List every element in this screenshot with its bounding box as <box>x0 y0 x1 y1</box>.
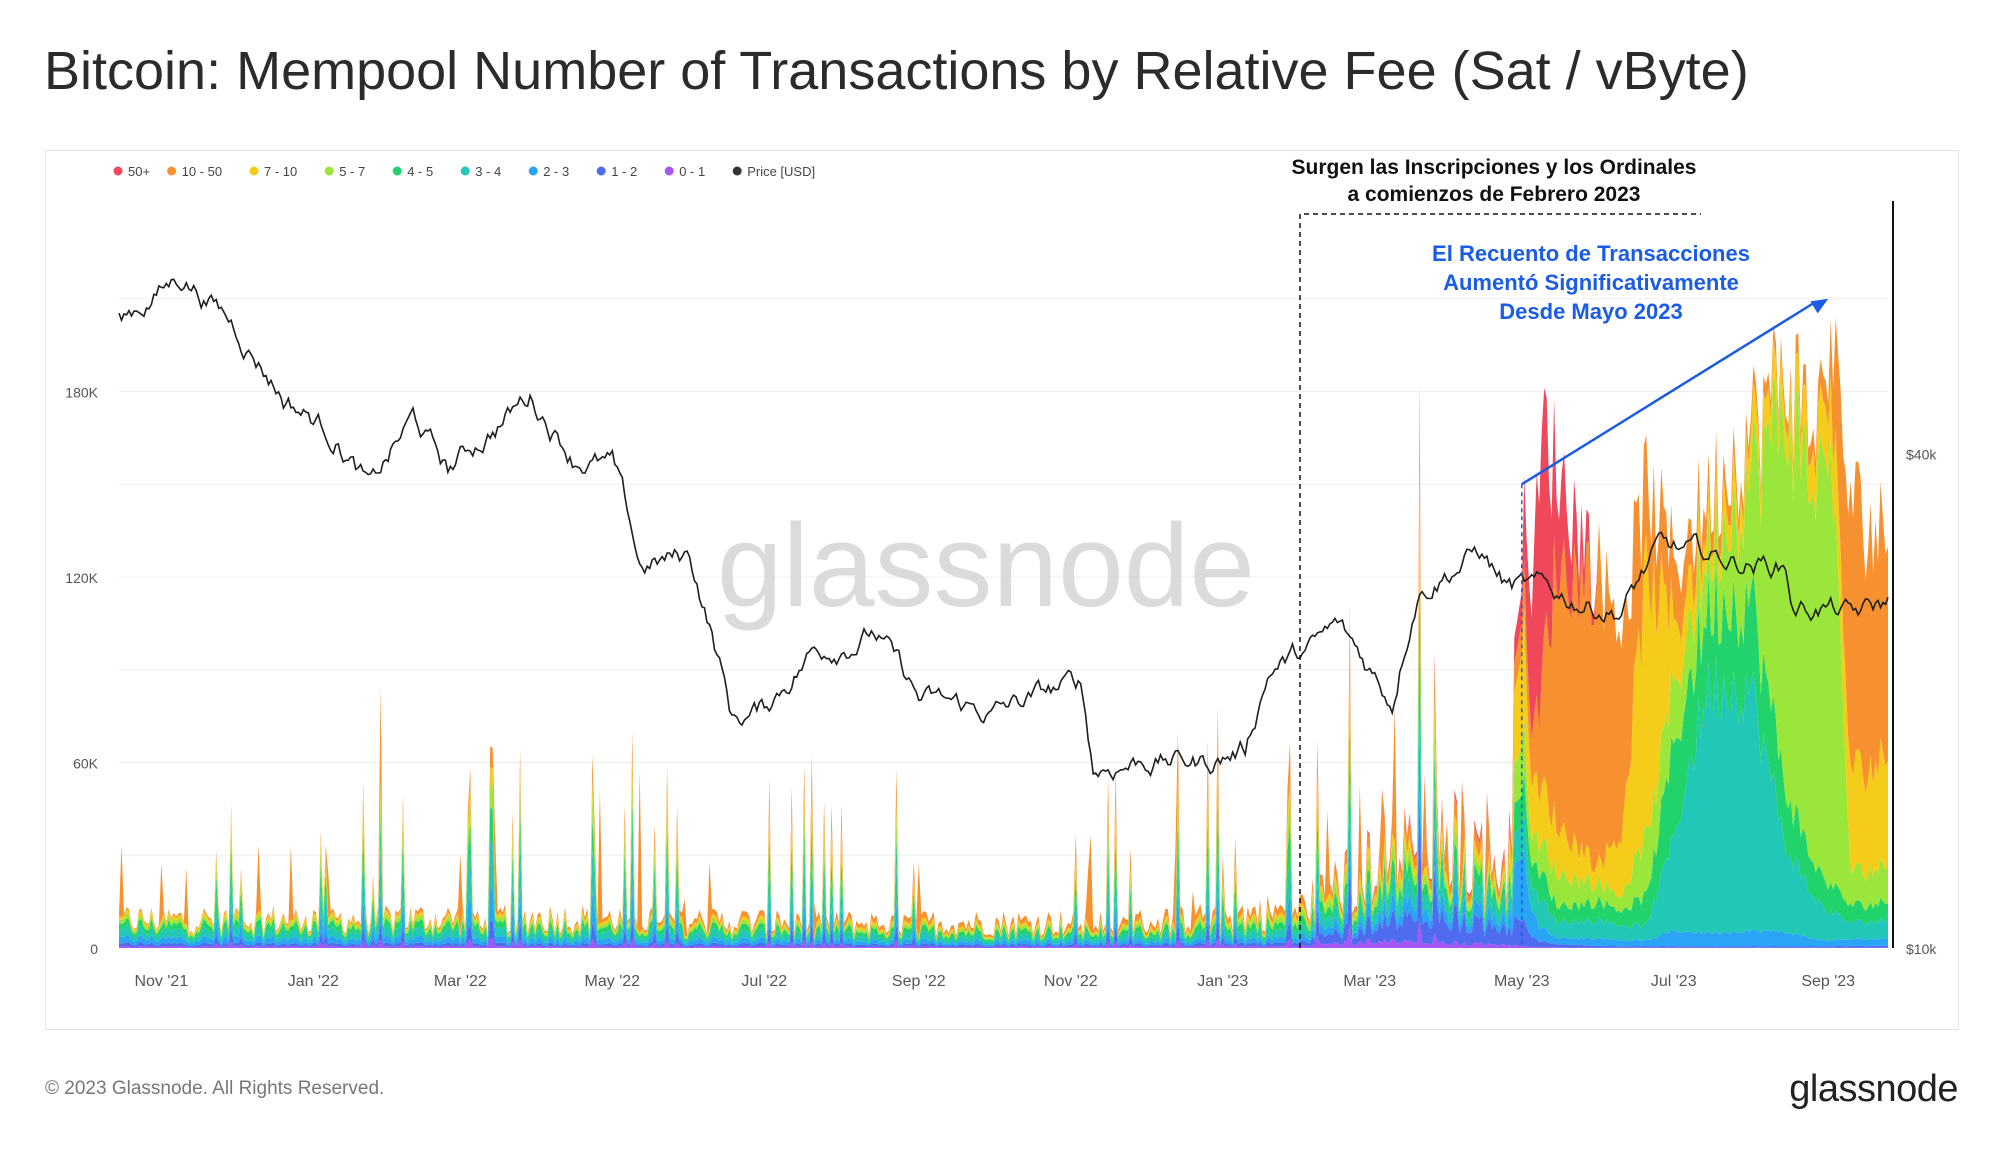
legend-item: 4 - 5 <box>392 164 433 179</box>
annotation-arrow-head <box>1810 298 1829 314</box>
legend-swatch <box>460 166 470 176</box>
annotation-dashed-box <box>1299 213 1701 948</box>
annotation-inscriptions-text: a comienzos de Febrero 2023 <box>1348 183 1641 206</box>
annotation-tx-count-text: El Recuento de Transacciones <box>1432 241 1750 266</box>
y-left-tick-label: 180K <box>65 385 98 401</box>
legend-item: 5 - 7 <box>324 164 365 179</box>
chart-svg: glassnode 0 60K 120K 180K $10k $40k Nov '21 Jan … <box>65 156 1937 990</box>
y-right-ticks: $10k $40k <box>1906 446 1937 957</box>
legend-label: Price [USD] <box>747 164 815 179</box>
x-tick-label: Jan '23 <box>1197 973 1248 990</box>
x-tick-label: May '22 <box>585 973 641 990</box>
legend-swatch <box>249 166 259 176</box>
gridlines <box>119 298 1888 856</box>
legend-label: 50+ <box>128 164 150 179</box>
annotation-inscriptions-text: Surgen las Inscripciones y los Ordinales <box>1292 156 1697 179</box>
legend-swatch <box>113 166 123 176</box>
x-tick-label: Nov '22 <box>1044 973 1098 990</box>
annotation-tx-count: El Recuento de Transacciones Aumentó Sign… <box>1432 241 1829 948</box>
legend-item: 7 - 10 <box>249 164 297 179</box>
series-area-3-4 <box>119 636 1888 945</box>
legend-label: 5 - 7 <box>339 164 365 179</box>
legend-swatch <box>528 166 538 176</box>
price-line <box>118 278 1889 782</box>
legend-label: 2 - 3 <box>543 164 569 179</box>
annotation-arrow-line <box>1521 301 1815 486</box>
legend-swatch <box>324 166 334 176</box>
chart-frame: glassnode 0 60K 120K 180K $10k $40k Nov '21 Jan … <box>45 150 1959 1030</box>
x-tick-label: Jan '22 <box>288 973 339 990</box>
legend-item: 0 - 1 <box>664 164 705 179</box>
y-left-tick-label: 0 <box>90 941 98 957</box>
x-tick-label: Jul '23 <box>1651 973 1697 990</box>
legend-label: 1 - 2 <box>611 164 637 179</box>
y-left-tick-label: 120K <box>65 570 98 586</box>
x-tick-label: Mar '22 <box>434 973 487 990</box>
annotation-tx-count-text: Desde Mayo 2023 <box>1499 299 1682 324</box>
stacked-areas <box>119 317 1888 948</box>
x-ticks: Nov '21 Jan '22 Mar '22 May '22 Jul '22 Sep '… <box>134 973 1855 990</box>
legend-label: 7 - 10 <box>264 164 297 179</box>
legend-swatch <box>167 166 177 176</box>
legend-item: Price [USD] <box>732 164 815 179</box>
page-title: Bitcoin: Mempool Number of Transactions … <box>44 41 1749 101</box>
x-tick-label: May '23 <box>1494 973 1550 990</box>
legend-swatch <box>664 166 674 176</box>
legend-swatch <box>392 166 402 176</box>
legend-swatch <box>596 166 606 176</box>
x-tick-label: Mar '23 <box>1343 973 1396 990</box>
legend-label: 0 - 1 <box>679 164 705 179</box>
legend-label: 4 - 5 <box>407 164 433 179</box>
legend-label: 3 - 4 <box>475 164 501 179</box>
watermark: glassnode <box>717 500 1255 632</box>
footer-copyright: © 2023 Glassnode. All Rights Reserved. <box>45 1078 385 1099</box>
annotation-inscriptions: Surgen las Inscripciones y los Ordinales… <box>1292 156 1701 948</box>
legend-item: 2 - 3 <box>528 164 569 179</box>
y-right-tick-label: $10k <box>1906 941 1937 957</box>
footer-logo: glassnode <box>1789 1068 1958 1110</box>
y-right-tick-label: $40k <box>1906 446 1937 462</box>
x-tick-label: Sep '23 <box>1801 973 1855 990</box>
y-left-ticks: 0 60K 120K 180K <box>65 385 98 958</box>
legend: 50+ 10 - 50 7 - 10 5 - 7 4 - 5 3 - 4 2 - 3 1 - … <box>113 164 815 179</box>
x-tick-label: Nov '21 <box>134 973 188 990</box>
x-tick-label: Sep '22 <box>892 973 946 990</box>
legend-item: 1 - 2 <box>596 164 637 179</box>
legend-item: 10 - 50 <box>167 164 222 179</box>
y-left-tick-label: 60K <box>73 756 99 772</box>
annotation-tx-count-text: Aumentó Significativamente <box>1443 270 1739 295</box>
series-area-50- <box>119 317 1888 937</box>
legend-swatch <box>732 166 742 176</box>
legend-label: 10 - 50 <box>182 164 222 179</box>
x-tick-label: Jul '22 <box>741 973 787 990</box>
legend-item: 3 - 4 <box>460 164 501 179</box>
legend-item: 50+ <box>113 164 150 179</box>
